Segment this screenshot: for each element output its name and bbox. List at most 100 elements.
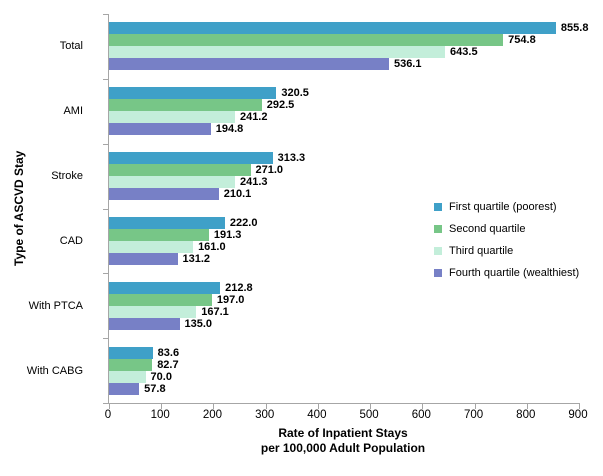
bar-series-1 <box>109 87 277 100</box>
legend: First quartile (poorest) Second quartile T… <box>434 196 579 284</box>
legend-label: Third quartile <box>449 245 514 257</box>
bar-group: 222.0 191.3 161.0 131.2 <box>109 208 579 273</box>
x-axis-title-line-1: Rate of Inpatient Stays <box>278 426 408 440</box>
bar-value-label: 292.5 <box>266 99 295 112</box>
y-tick-mark <box>103 273 109 275</box>
bar-value-label: 82.7 <box>157 358 179 371</box>
bar-series-4 <box>109 58 389 71</box>
bar-row: 57.8 <box>109 382 579 395</box>
x-tick-mark <box>422 403 424 409</box>
bar-groups: 855.8 754.8 643.5 536.1 320.5 292.5 241.2 194.8… <box>109 14 588 403</box>
category-label: With PTCA <box>28 299 83 312</box>
legend-item: First quartile (poorest) <box>434 196 579 218</box>
bar-series-3 <box>109 305 197 318</box>
bar-group: 855.8 754.8 643.5 536.1 <box>109 14 588 79</box>
bar-value-label: 222.0 <box>229 216 258 229</box>
bar-row: 210.1 <box>109 188 579 201</box>
legend-swatch <box>434 203 442 211</box>
bar-series-4 <box>109 188 219 201</box>
x-tick-mark <box>109 403 110 409</box>
x-tick-mark <box>579 403 580 409</box>
category-label: AMI <box>63 105 83 118</box>
legend-item: Second quartile <box>434 218 579 240</box>
bar-series-1 <box>109 281 221 294</box>
x-tick-label: 200 <box>202 409 223 421</box>
bar-row: 271.0 <box>109 164 579 177</box>
x-tick-mark <box>474 403 476 409</box>
bar-series-2 <box>109 99 262 112</box>
x-tick-label: 700 <box>463 409 484 421</box>
y-tick-mark <box>103 14 109 15</box>
y-axis-category-labels: Total AMI Stroke CAD With PTCA With CABG <box>0 14 96 403</box>
legend-label: Fourth quartile (wealthiest) <box>449 267 580 279</box>
bar-series-1 <box>109 22 556 35</box>
x-tick-mark <box>526 403 528 409</box>
x-axis-title: Rate of Inpatient Stays per 100,000 Adul… <box>108 426 578 456</box>
bar-group: 83.6 82.7 70.0 57.8 <box>109 338 579 403</box>
bar-series-3 <box>109 240 194 253</box>
bar-row: 135.0 <box>109 317 579 330</box>
x-tick-label: 100 <box>150 409 170 421</box>
bar-value-label: 167.1 <box>201 305 229 318</box>
legend-label: Second quartile <box>449 223 526 235</box>
bar-value-label: 197.0 <box>216 293 245 306</box>
bar-value-label: 210.1 <box>223 188 252 201</box>
legend-item: Third quartile <box>434 240 579 262</box>
bar-value-label: 131.2 <box>182 252 211 265</box>
x-axis-title-line-2: per 100,000 Adult Population <box>260 441 426 455</box>
bar-value-label: 83.6 <box>157 346 180 359</box>
legend-swatch <box>434 247 442 255</box>
bar-row: 754.8 <box>109 34 579 47</box>
legend-item: Fourth quartile (wealthiest) <box>434 262 579 284</box>
bar-row: 643.5 <box>109 46 579 59</box>
bar-row: 320.5 <box>109 87 579 100</box>
bar-row: 70.0 <box>109 370 579 383</box>
bar-row: 161.0 <box>109 240 579 253</box>
bar-value-label: 643.5 <box>450 46 478 59</box>
bar-series-2 <box>109 358 153 371</box>
bar-value-label: 70.0 <box>150 370 172 383</box>
bar-row: 313.3 <box>109 152 579 165</box>
bar-value-label: 271.0 <box>255 164 284 177</box>
bar-value-label: 320.5 <box>281 87 309 100</box>
category-label: Total <box>59 40 83 53</box>
x-tick-label: 800 <box>516 409 536 421</box>
bar-series-4 <box>109 252 178 265</box>
bar-value-label: 313.3 <box>277 152 306 165</box>
bar-row: 167.1 <box>109 305 579 318</box>
bar-row: 855.8 <box>109 22 588 35</box>
bar-row: 191.3 <box>109 228 579 241</box>
x-tick-mark <box>161 403 163 409</box>
bar-value-label: 212.8 <box>225 281 253 294</box>
legend-label: First quartile (poorest) <box>449 201 557 213</box>
bar-row: 212.8 <box>109 281 579 294</box>
y-tick-mark <box>103 143 109 145</box>
bar-value-label: 536.1 <box>393 58 422 71</box>
bar-series-4 <box>109 317 180 330</box>
bar-value-label: 135.0 <box>184 317 213 330</box>
bar-value-label: 161.0 <box>198 240 226 253</box>
bar-row: 131.2 <box>109 252 579 265</box>
category-label: With CABG <box>26 364 83 377</box>
x-tick-label: 900 <box>568 409 588 421</box>
bar-group: 313.3 271.0 241.3 210.1 <box>109 144 579 209</box>
bar-value-label: 754.8 <box>508 34 536 47</box>
x-axis-tick-labels: 0 100 200 300 400 500 600 700 800 900 <box>105 409 588 423</box>
bar-row: 197.0 <box>109 293 579 306</box>
bar-row: 292.5 <box>109 99 579 112</box>
bar-series-2 <box>109 164 251 177</box>
legend-swatch <box>434 225 442 233</box>
bar-series-3 <box>109 46 446 59</box>
bar-row: 83.6 <box>109 346 579 359</box>
bar-series-3 <box>109 176 235 189</box>
x-tick-mark <box>213 403 215 409</box>
bar-series-4 <box>109 382 140 395</box>
bar-value-label: 194.8 <box>215 123 244 136</box>
x-tick-mark <box>370 403 372 409</box>
bar-series-4 <box>109 123 211 136</box>
bar-value-label: 241.2 <box>239 111 268 124</box>
bar-row: 222.0 <box>109 216 579 229</box>
bar-group: 212.8 197.0 167.1 135.0 <box>109 273 579 338</box>
bar-value-label: 855.8 <box>560 22 589 35</box>
